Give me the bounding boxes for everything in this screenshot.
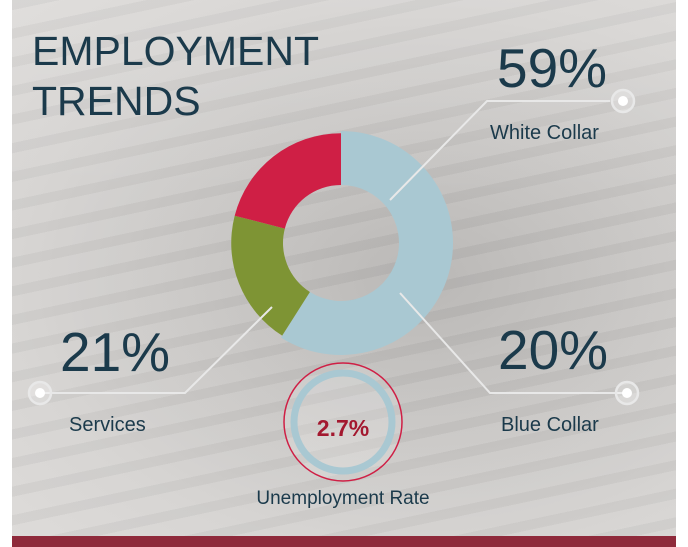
marker-white-collar [610,88,636,114]
leader-line-blue-collar [399,292,626,394]
services-label: Services [69,414,146,436]
unemployment-ring [283,362,403,482]
blue-collar-value: 20% [498,319,609,381]
donut-chart [231,131,453,355]
page-title: EMPLOYMENT TRENDS [32,26,319,126]
marker-services [27,380,53,406]
callout-markers [27,88,640,406]
leader-lines [42,100,626,394]
donut-slice-blue-collar [231,215,310,336]
white-collar-label: White Collar [490,122,599,144]
unemployment-rate-label: Unemployment Rate [256,488,430,509]
accent-bar [12,536,676,547]
marker-blue-collar [614,380,640,406]
title-line-2: TRENDS [32,78,201,124]
blue-collar-label: Blue Collar [501,414,599,436]
white-collar-value: 59% [497,37,608,99]
unemployment-rate-value: 2.7% [316,415,370,441]
infographic-card [12,0,676,536]
leader-line-services [42,306,273,394]
services-value: 21% [60,321,171,383]
donut-slice-white-collar [280,131,453,355]
leader-line-white-collar [389,100,610,201]
title-line-1: EMPLOYMENT [32,28,320,74]
donut-slice-services [234,133,341,229]
